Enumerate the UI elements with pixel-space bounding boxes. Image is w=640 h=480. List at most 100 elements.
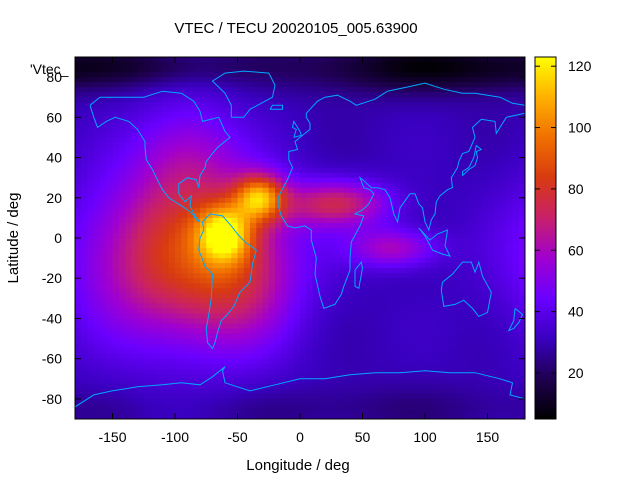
heatmap-cell — [325, 303, 332, 309]
heatmap-cell — [187, 243, 195, 249]
heatmap-cell — [325, 92, 332, 98]
heatmap-cell — [518, 67, 525, 73]
heatmap-cell — [518, 152, 525, 159]
heatmap-cell — [493, 217, 501, 224]
heatmap-cell — [287, 97, 295, 103]
heatmap-cell — [362, 82, 370, 88]
heatmap-cell — [168, 378, 176, 385]
heatmap-cell — [468, 273, 476, 279]
heatmap-cell — [168, 177, 176, 184]
heatmap-cell — [125, 182, 132, 189]
heatmap-cell — [81, 62, 89, 68]
heatmap-cell — [512, 77, 520, 83]
heatmap-cell — [437, 383, 445, 390]
heatmap-cell — [387, 318, 395, 325]
heatmap-cell — [93, 62, 101, 68]
heatmap-cell — [175, 243, 182, 249]
heatmap-cell — [118, 378, 126, 385]
heatmap-cell — [231, 192, 239, 199]
heatmap-cell — [168, 333, 176, 340]
heatmap-cell — [393, 202, 401, 209]
heatmap-cell — [512, 378, 520, 385]
heatmap-cell — [443, 368, 451, 375]
heatmap-cell — [87, 283, 95, 289]
heatmap-cell — [93, 117, 101, 123]
heatmap-cell — [462, 227, 470, 234]
heatmap-cell — [281, 303, 289, 309]
heatmap-cell — [268, 273, 276, 279]
heatmap-cell — [150, 222, 157, 229]
heatmap-cell — [387, 323, 395, 330]
heatmap-cell — [237, 293, 245, 299]
heatmap-cell — [481, 147, 489, 154]
heatmap-cell — [156, 303, 164, 309]
heatmap-cell — [125, 57, 132, 63]
heatmap-cell — [131, 147, 139, 154]
heatmap-cell — [387, 212, 395, 219]
heatmap-cell — [250, 77, 257, 83]
heatmap-cell — [462, 162, 470, 169]
heatmap-cell — [456, 197, 464, 204]
heatmap-cell — [343, 142, 351, 149]
heatmap-cell — [350, 77, 357, 83]
heatmap-cell — [75, 162, 82, 169]
heatmap-cell — [425, 142, 432, 149]
heatmap-cell — [493, 157, 501, 164]
heatmap-cell — [231, 112, 239, 118]
heatmap-cell — [381, 107, 389, 113]
heatmap-cell — [106, 132, 114, 139]
heatmap-cell — [362, 207, 370, 214]
heatmap-cell — [75, 393, 82, 400]
heatmap-cell — [481, 112, 489, 118]
heatmap-cell — [487, 398, 495, 405]
heatmap-cell — [256, 258, 264, 264]
heatmap-cell — [325, 328, 332, 335]
heatmap-cell — [462, 273, 470, 279]
heatmap-cell — [193, 323, 201, 330]
heatmap-cell — [468, 368, 476, 375]
heatmap-cell — [450, 112, 457, 118]
heatmap-cell — [137, 162, 145, 169]
heatmap-cell — [312, 192, 320, 199]
heatmap-cell — [518, 167, 525, 174]
heatmap-cell — [175, 383, 182, 390]
heatmap-cell — [87, 328, 95, 335]
heatmap-cell — [212, 398, 220, 405]
heatmap-cell — [81, 403, 89, 410]
heatmap-cell — [300, 293, 307, 299]
heatmap-cell — [431, 112, 439, 118]
heatmap-cell — [325, 142, 332, 149]
heatmap-cell — [200, 232, 207, 239]
heatmap-cell — [206, 182, 214, 189]
heatmap-cell — [275, 288, 282, 294]
heatmap-cell — [137, 273, 145, 279]
heatmap-cell — [487, 323, 495, 330]
heatmap-cell — [437, 197, 445, 204]
heatmap-cell — [512, 232, 520, 239]
heatmap-cell — [312, 112, 320, 118]
heatmap-cell — [225, 177, 232, 184]
heatmap-cell — [462, 303, 470, 309]
heatmap-cell — [293, 192, 301, 199]
heatmap-cell — [337, 112, 345, 118]
heatmap-cell — [400, 243, 407, 249]
heatmap-cell — [400, 152, 407, 159]
heatmap-cell — [131, 77, 139, 83]
heatmap-cell — [131, 268, 139, 274]
heatmap-cell — [131, 222, 139, 229]
heatmap-cell — [450, 278, 457, 284]
heatmap-cell — [325, 157, 332, 164]
heatmap-cell — [362, 162, 370, 169]
heatmap-cell — [262, 222, 270, 229]
heatmap-cell — [175, 308, 182, 315]
heatmap-cell — [481, 177, 489, 184]
heatmap-cell — [150, 383, 157, 390]
heatmap-cell — [118, 243, 126, 249]
heatmap-cell — [150, 97, 157, 103]
heatmap-cell — [375, 363, 382, 370]
heatmap-cell — [162, 378, 170, 385]
heatmap-cell — [418, 97, 426, 103]
heatmap-cell — [475, 92, 482, 98]
heatmap-cell — [106, 227, 114, 234]
heatmap-cell — [212, 92, 220, 98]
